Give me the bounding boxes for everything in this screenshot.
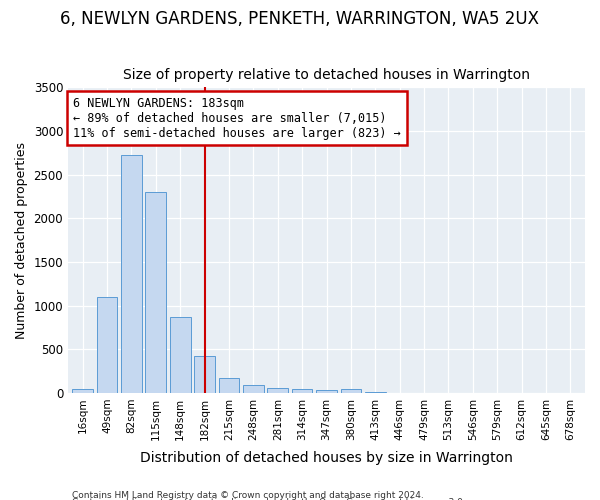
Bar xyxy=(97,297,118,393)
Text: 6 NEWLYN GARDENS: 183sqm
← 89% of detached houses are smaller (7,015)
11% of sem: 6 NEWLYN GARDENS: 183sqm ← 89% of detach… xyxy=(73,96,401,140)
Bar xyxy=(194,356,215,393)
Bar xyxy=(218,378,239,393)
Bar xyxy=(145,192,166,393)
Bar xyxy=(341,388,361,393)
Bar xyxy=(170,317,191,393)
X-axis label: Distribution of detached houses by size in Warrington: Distribution of detached houses by size … xyxy=(140,451,513,465)
Bar xyxy=(121,154,142,393)
Bar xyxy=(73,388,93,393)
Bar xyxy=(316,390,337,393)
Text: Contains HM Land Registry data © Crown copyright and database right 2024.: Contains HM Land Registry data © Crown c… xyxy=(72,490,424,500)
Text: 6, NEWLYN GARDENS, PENKETH, WARRINGTON, WA5 2UX: 6, NEWLYN GARDENS, PENKETH, WARRINGTON, … xyxy=(61,10,539,28)
Title: Size of property relative to detached houses in Warrington: Size of property relative to detached ho… xyxy=(123,68,530,82)
Y-axis label: Number of detached properties: Number of detached properties xyxy=(15,142,28,338)
Bar xyxy=(292,389,313,393)
Bar xyxy=(243,384,264,393)
Bar xyxy=(268,388,288,393)
Text: Contains public sector information licensed under the Open Government Licence v3: Contains public sector information licen… xyxy=(72,498,466,500)
Bar xyxy=(365,392,386,393)
